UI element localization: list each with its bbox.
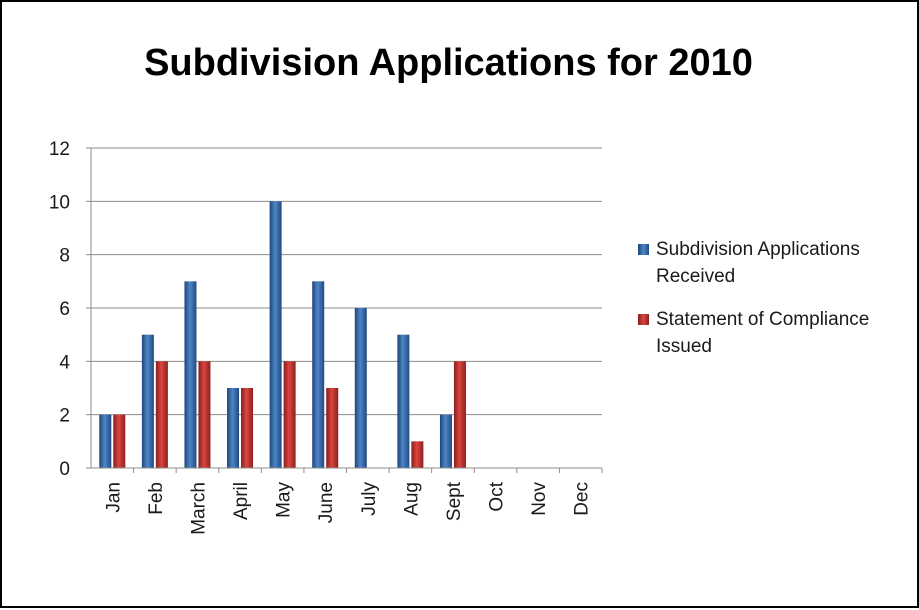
legend-label-compliance: Statement of Compliance Issued [656,309,870,357]
gridlines [86,147,603,473]
bar-compliance-feb [155,361,168,468]
x-axis-tick-labels: Jan Feb March April May June July Aug Sept Oct Nov… [103,481,592,535]
y-tick-label: 10 [49,192,70,213]
bar-applications-may [269,201,282,469]
bar-compliance-may [283,361,296,468]
x-tick-label: July [359,482,380,516]
bars [91,201,602,469]
x-tick-label: Nov [529,482,550,516]
x-tick-label: March [188,482,209,535]
x-tick-label: Jan [103,482,124,513]
bar-compliance-jan [113,414,126,468]
bar-compliance-june [326,388,339,468]
y-tick-label: 4 [59,352,70,373]
bar-applications-april [227,388,240,468]
x-tick-label: Oct [487,481,508,511]
x-tick-label: Aug [401,482,422,516]
y-tick-label: 6 [59,299,70,320]
legend-item-compliance: Statement of Compliance Issued [638,306,908,360]
y-tick-label: 2 [59,406,70,427]
bar-compliance-sept [453,361,466,468]
bar-applications-jan [99,414,112,468]
bar-compliance-aug [411,441,424,468]
legend-label-applications: Subdivision Applications Received [656,239,860,287]
chart-title: Subdivision Applications for 2010 [144,42,753,84]
y-tick-label: 0 [59,459,70,480]
y-tick-label: 12 [49,139,70,160]
x-tick-label: Feb [146,482,167,515]
bar-applications-march [184,281,197,468]
bar-applications-aug [397,334,410,468]
legend-item-applications: Subdivision Applications Received [638,236,908,290]
bar-applications-july [354,308,367,468]
bar-compliance-march [198,361,211,468]
legend-swatch-blue [638,244,649,255]
x-tick-label: Sept [444,481,465,521]
legend-swatch-red [638,314,649,325]
bar-applications-sept [439,414,452,468]
x-tick-label: Dec [572,482,593,516]
x-tick-label: May [274,482,295,518]
x-tick-label: June [316,482,337,523]
x-tick-label: April [231,482,252,520]
y-tick-label: 8 [59,246,70,267]
bar-applications-feb [141,334,154,468]
y-axis-tick-labels: 0 2 4 6 8 10 12 [49,139,71,480]
legend: Subdivision Applications Received Statem… [638,236,908,376]
bar-compliance-april [241,388,254,468]
bar-applications-june [312,281,325,468]
